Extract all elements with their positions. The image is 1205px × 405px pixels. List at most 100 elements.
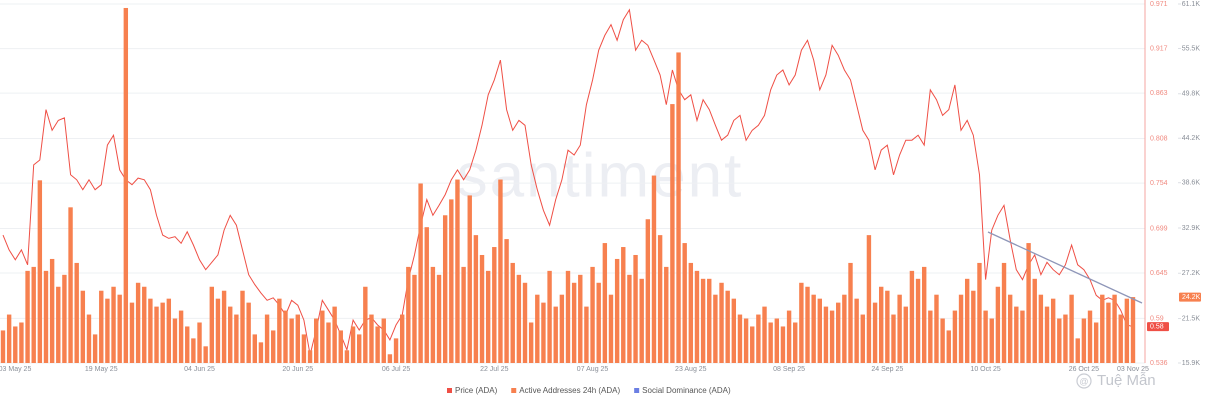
bar	[135, 282, 141, 363]
x-tick-label: 22 Jul 25	[480, 366, 509, 373]
x-tick-label: 08 Sep 25	[773, 366, 805, 373]
y2-tick-label: 21.5K	[1182, 315, 1201, 322]
bar	[633, 254, 638, 363]
bar	[485, 270, 491, 363]
y2-tick-label: 44.2K	[1182, 135, 1201, 142]
bar	[621, 247, 626, 363]
y2-tick-label: 55.5K	[1182, 45, 1201, 52]
bar	[467, 195, 472, 363]
bar	[664, 266, 669, 363]
bar	[725, 290, 730, 363]
bar	[117, 294, 122, 363]
bar	[240, 290, 245, 363]
x-tick-label: 03 Nov 25	[1117, 366, 1149, 373]
bar	[565, 270, 571, 363]
bar	[1075, 338, 1080, 363]
bar	[786, 310, 792, 363]
bar	[971, 290, 976, 363]
bar	[780, 326, 786, 363]
bar	[430, 266, 436, 363]
bar	[350, 326, 356, 363]
bar	[1112, 294, 1117, 363]
y2-tick-label: 15.9K	[1182, 360, 1201, 367]
bar	[535, 294, 540, 363]
bar	[178, 310, 184, 363]
bar	[25, 270, 30, 363]
bar	[700, 278, 706, 363]
legend-swatch	[634, 388, 640, 393]
bar	[80, 290, 86, 363]
bar	[215, 298, 221, 363]
x-tick-label: 06 Jul 25	[382, 366, 411, 373]
bar	[547, 270, 552, 363]
bar	[762, 306, 767, 363]
bar	[436, 274, 442, 363]
bar	[934, 294, 939, 363]
bar	[369, 314, 374, 363]
bar	[320, 310, 325, 363]
bar	[1081, 318, 1087, 363]
bar	[461, 266, 466, 363]
bar	[154, 306, 159, 363]
bar	[246, 302, 251, 363]
bar	[578, 274, 583, 363]
last-value-badge	[1147, 322, 1169, 332]
bar	[479, 254, 485, 363]
bar	[418, 183, 423, 363]
bar	[1007, 294, 1013, 363]
x-tick-label: 03 May 25	[0, 366, 31, 373]
bar	[750, 326, 755, 363]
bar	[909, 270, 915, 363]
bar	[627, 274, 632, 363]
y2-tick-label: 38.6K	[1182, 180, 1201, 187]
bar	[590, 266, 595, 363]
x-tick-label: 07 Aug 25	[577, 366, 609, 373]
bar	[885, 290, 890, 363]
bar	[522, 282, 528, 363]
bar	[473, 235, 479, 363]
bar	[596, 282, 601, 363]
bar	[977, 262, 982, 363]
bar	[879, 286, 884, 363]
bar	[1057, 318, 1062, 363]
bar	[332, 306, 337, 363]
credit: @ Tuệ Mẫn	[1076, 372, 1156, 389]
bar	[774, 318, 780, 363]
bar	[166, 298, 172, 363]
bar	[301, 334, 307, 363]
bar	[191, 338, 196, 363]
bar	[277, 298, 282, 363]
y2-tick-label: 49.8K	[1182, 91, 1201, 98]
x-tick-label: 10 Oct 25	[970, 366, 1000, 373]
bar	[964, 278, 970, 363]
bar	[142, 286, 147, 363]
bar	[995, 286, 1001, 363]
bar	[768, 322, 773, 363]
bar	[406, 266, 411, 363]
bar	[799, 282, 804, 363]
bar	[958, 294, 964, 363]
bar	[1050, 298, 1056, 363]
bar	[387, 354, 393, 363]
bar	[756, 314, 761, 363]
bar	[928, 310, 933, 363]
bar	[185, 326, 190, 363]
bar	[1001, 262, 1007, 363]
bar	[921, 266, 927, 363]
bar	[571, 282, 577, 363]
x-tick-label: 26 Oct 25	[1069, 366, 1099, 373]
bar	[952, 310, 958, 363]
bar	[68, 207, 73, 363]
bar	[1100, 294, 1105, 363]
bar	[6, 314, 12, 363]
y-tick-label: 0.754	[1150, 180, 1168, 187]
bar	[228, 306, 233, 363]
bar	[731, 298, 737, 363]
bar	[356, 334, 362, 363]
y-tick-label: 0.917	[1150, 45, 1168, 52]
credit-text: Tuệ Mẫn	[1097, 372, 1156, 389]
y-tick-label: 0.536	[1150, 360, 1168, 367]
y2-tick-label: 27.2K	[1182, 270, 1201, 277]
bar	[99, 290, 104, 363]
